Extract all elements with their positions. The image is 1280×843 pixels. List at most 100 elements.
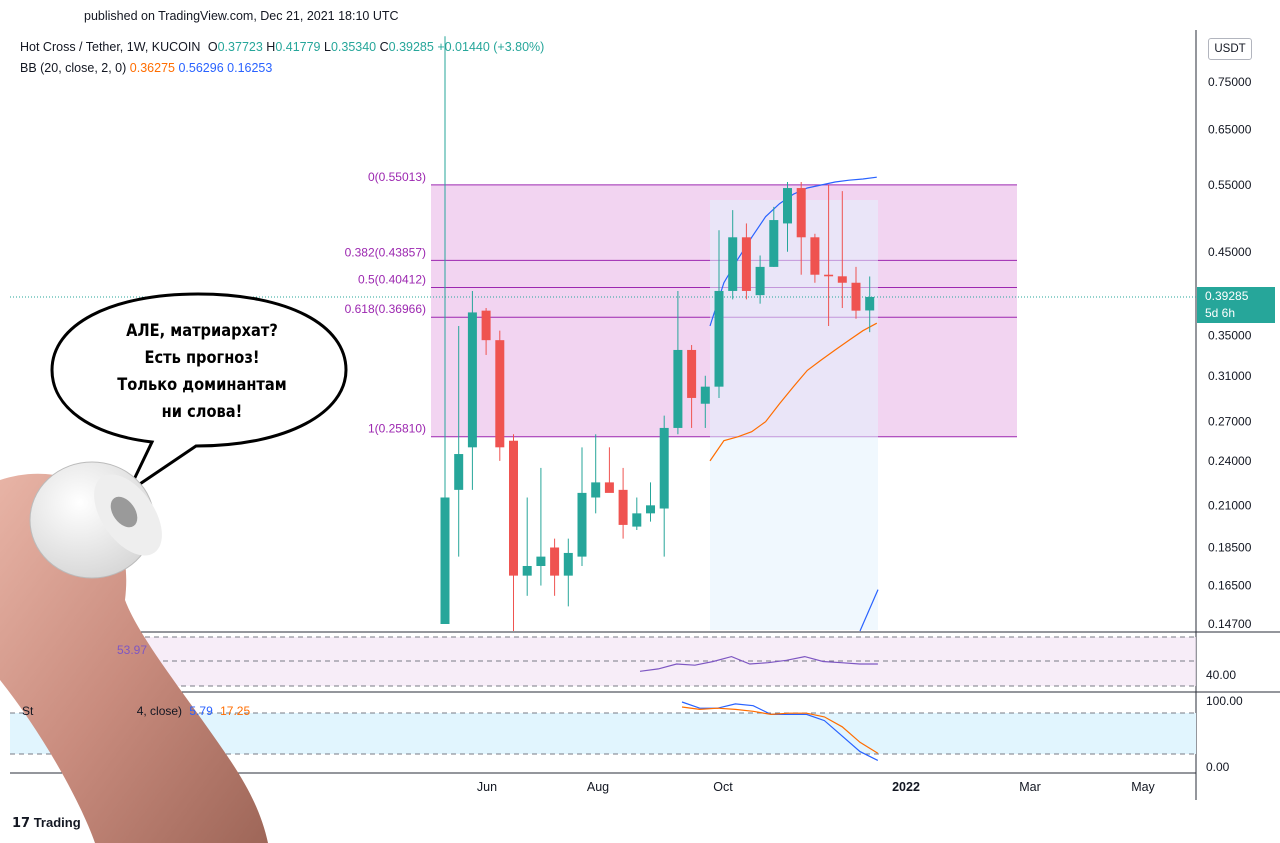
candle-body bbox=[687, 349, 697, 398]
candle-body bbox=[632, 513, 642, 527]
price-tick-0: 0.75000 bbox=[1208, 75, 1252, 89]
candle-body bbox=[618, 489, 628, 525]
price-tick-11: 0.14700 bbox=[1208, 617, 1252, 631]
rsi-band bbox=[10, 637, 1196, 686]
price-tick-10: 0.16500 bbox=[1208, 579, 1252, 593]
device-illustration bbox=[0, 461, 268, 843]
candle-body bbox=[646, 505, 655, 514]
open-value: 0.37723 bbox=[217, 40, 263, 54]
rsi-line bbox=[639, 655, 878, 672]
time-tick-5: May bbox=[1131, 780, 1155, 794]
bb-basis-line bbox=[709, 322, 878, 462]
candle-body bbox=[481, 310, 491, 341]
bubble-line-4: ни слова! bbox=[161, 402, 243, 422]
candle-body bbox=[824, 274, 834, 277]
bb-upper-line bbox=[709, 176, 877, 327]
price-tick-3: 0.45000 bbox=[1208, 245, 1252, 259]
low-value: 0.35340 bbox=[330, 40, 377, 54]
bb-upper-value: 0.56296 bbox=[178, 61, 224, 75]
candle-body bbox=[714, 290, 724, 387]
candle-body bbox=[591, 482, 601, 498]
low-label: L bbox=[323, 40, 331, 54]
stoch-lines bbox=[681, 701, 879, 761]
price-tick-6: 0.27000 bbox=[1208, 415, 1252, 429]
bar-countdown: 5d 6h bbox=[1205, 306, 1236, 320]
candle-body bbox=[604, 482, 614, 493]
price-tick-2: 0.55000 bbox=[1208, 178, 1252, 192]
last-price-tag: 0.39285 5d 6h bbox=[1197, 287, 1275, 323]
close-value: 0.39285 bbox=[388, 40, 434, 54]
stoch-label-left: St bbox=[22, 704, 34, 718]
stoch-k-value: 5.79 bbox=[189, 704, 213, 718]
symbol-title[interactable]: Hot Cross / Tether, 1W, KUCOIN bbox=[20, 40, 201, 54]
bubble-line-3: Только доминантам bbox=[117, 375, 287, 395]
bb-lower-value: 0.16253 bbox=[227, 61, 273, 75]
fib-level-label: 0.382(0.43857) bbox=[345, 245, 426, 259]
logo-text: Trading bbox=[33, 815, 81, 830]
speech-bubble bbox=[50, 292, 348, 497]
candle-body bbox=[865, 296, 875, 311]
rsi-value: 53.97 bbox=[117, 643, 148, 657]
candle-body bbox=[728, 237, 738, 291]
fib-level-label: 1(0.25810) bbox=[368, 422, 426, 436]
price-tick-5: 0.31000 bbox=[1208, 369, 1252, 383]
candle-body bbox=[495, 340, 505, 448]
candle-body bbox=[522, 565, 532, 576]
time-tick-4: Mar bbox=[1019, 780, 1041, 794]
tradingview-logo[interactable]: 𝟭𝟳 Trading bbox=[12, 815, 81, 831]
fib-level-label: 0(0.55013) bbox=[368, 170, 426, 184]
speech-bubble-text: АЛЕ, матриархат? Есть прогноз! Только до… bbox=[107, 318, 296, 426]
stoch-legend[interactable]: St 4, close) 5.79 17.25 bbox=[22, 704, 250, 718]
stoch-axis-bottom: 0.00 bbox=[1206, 760, 1230, 774]
bubble-line-1: АЛЕ, матриархат? bbox=[126, 321, 278, 341]
open-label: O bbox=[207, 40, 218, 54]
candle-body bbox=[837, 276, 847, 283]
price-axis-labels: 0.75000 0.65000 0.55000 0.45000 0.35000 0.310… bbox=[1208, 75, 1252, 631]
price-tick-7: 0.24000 bbox=[1208, 454, 1252, 468]
time-tick-1: Aug bbox=[587, 780, 609, 794]
candle-body bbox=[467, 312, 477, 448]
candle-body bbox=[851, 282, 861, 311]
candle-body bbox=[700, 386, 710, 404]
fib-level-label: 0.618(0.36966) bbox=[345, 302, 426, 316]
candle-body bbox=[755, 266, 765, 296]
currency-badge[interactable]: USDT bbox=[1208, 38, 1252, 60]
stoch-axis-top: 100.00 bbox=[1206, 694, 1243, 708]
candle-body bbox=[536, 556, 546, 566]
candle-body bbox=[673, 349, 683, 428]
candle-body bbox=[783, 188, 792, 224]
last-price: 0.39285 bbox=[1205, 289, 1249, 303]
candle-body bbox=[440, 497, 450, 624]
bb-lower-line bbox=[859, 589, 879, 632]
fib-level-label: 0.5(0.40412) bbox=[358, 273, 426, 287]
candle-body bbox=[577, 492, 587, 557]
bb-legend[interactable]: BB (20, close, 2, 0) 0.36275 0.56296 0.1… bbox=[20, 61, 272, 75]
time-tick-0: Jun bbox=[477, 780, 497, 794]
candle-body bbox=[659, 427, 669, 509]
candle-body bbox=[769, 220, 779, 267]
symbol-legend[interactable]: Hot Cross / Tether, 1W, KUCOIN O0.37723 … bbox=[20, 40, 544, 54]
change-value: +0.01440 (+3.80%) bbox=[437, 40, 545, 54]
candle-body bbox=[563, 552, 573, 576]
publish-info: published on TradingView.com, Dec 21, 20… bbox=[84, 9, 399, 23]
candles[interactable] bbox=[440, 36, 875, 631]
close-label: C bbox=[379, 40, 389, 54]
candle-body bbox=[550, 547, 560, 576]
price-tick-1: 0.65000 bbox=[1208, 122, 1252, 136]
candle-body bbox=[509, 440, 518, 576]
candle-body bbox=[810, 237, 820, 275]
price-tick-4: 0.35000 bbox=[1208, 328, 1252, 342]
bb-basis-value: 0.36275 bbox=[129, 61, 175, 75]
bb-label[interactable]: BB (20, close, 2, 0) bbox=[20, 61, 127, 75]
logo-icon: 𝟭𝟳 bbox=[12, 815, 34, 830]
bubble-line-2: Есть прогноз! bbox=[144, 348, 260, 368]
stoch-label-mid: 4, close) bbox=[136, 704, 183, 718]
price-tick-8: 0.21000 bbox=[1208, 498, 1252, 512]
high-label: H bbox=[266, 40, 276, 54]
bollinger-bands bbox=[709, 176, 879, 632]
high-value: 0.41779 bbox=[275, 40, 321, 54]
candle-body bbox=[796, 188, 806, 238]
time-tick-3: 2022 bbox=[892, 780, 920, 794]
price-tick-9: 0.18500 bbox=[1208, 541, 1252, 555]
